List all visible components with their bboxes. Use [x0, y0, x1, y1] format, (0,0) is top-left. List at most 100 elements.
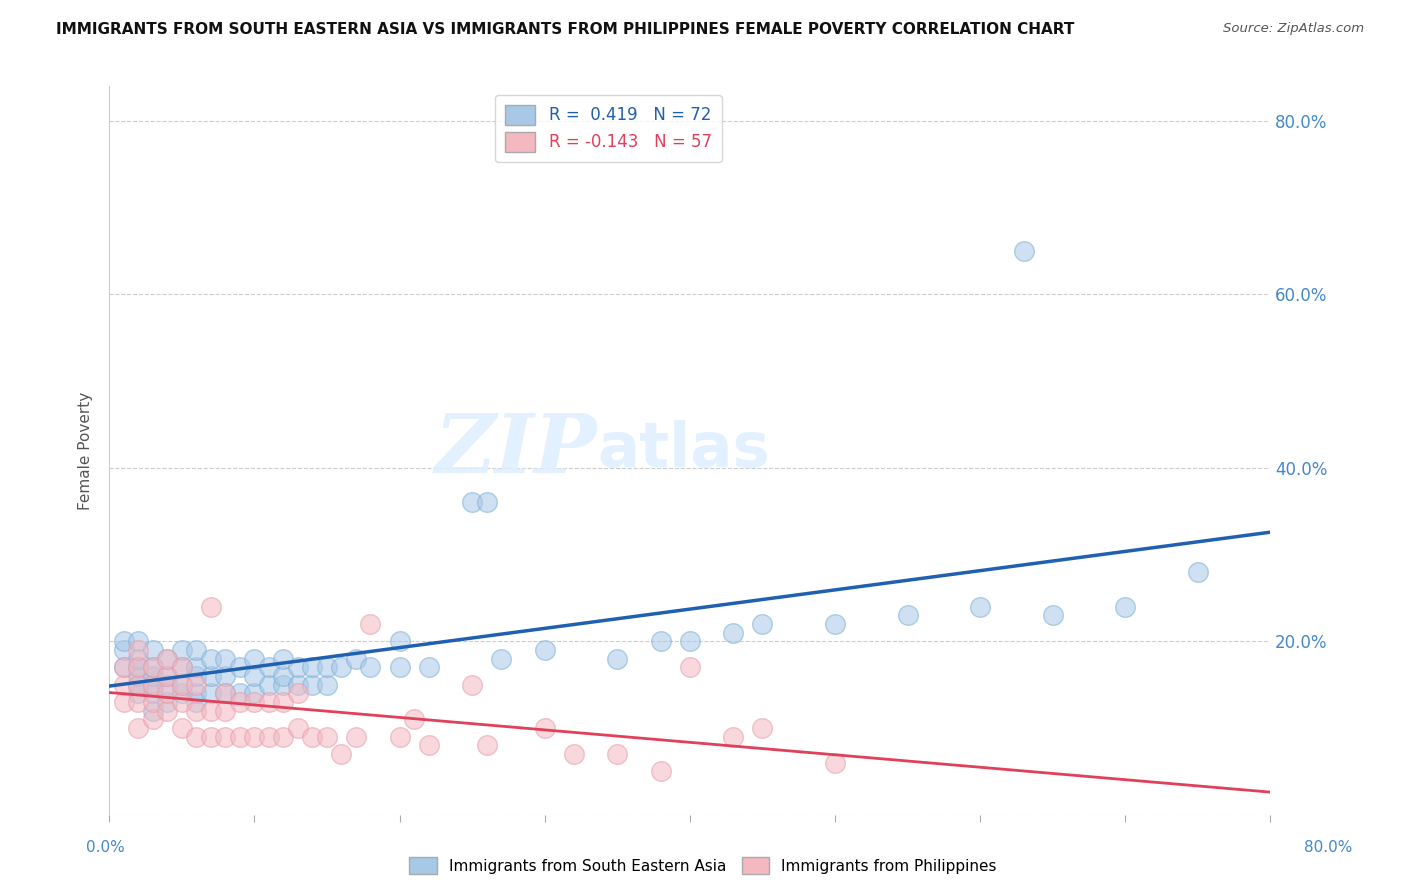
Point	[170, 695, 193, 709]
Point	[824, 616, 846, 631]
Point	[533, 721, 555, 735]
Point	[243, 730, 266, 744]
Text: 80.0%: 80.0%	[1305, 840, 1353, 855]
Point	[127, 643, 149, 657]
Point	[127, 695, 149, 709]
Point	[969, 599, 991, 614]
Point	[301, 677, 323, 691]
Point	[316, 677, 339, 691]
Point	[112, 695, 135, 709]
Point	[127, 660, 149, 674]
Point	[142, 712, 165, 726]
Point	[214, 651, 236, 665]
Point	[156, 669, 179, 683]
Point	[475, 495, 498, 509]
Point	[273, 669, 295, 683]
Point	[606, 651, 628, 665]
Point	[650, 634, 672, 648]
Point	[418, 660, 440, 674]
Point	[287, 686, 309, 700]
Point	[127, 677, 149, 691]
Point	[156, 695, 179, 709]
Point	[229, 660, 252, 674]
Point	[214, 686, 236, 700]
Point	[186, 686, 208, 700]
Point	[170, 721, 193, 735]
Point	[723, 730, 745, 744]
Point	[170, 677, 193, 691]
Point	[243, 651, 266, 665]
Legend: Immigrants from South Eastern Asia, Immigrants from Philippines: Immigrants from South Eastern Asia, Immi…	[404, 851, 1002, 880]
Point	[273, 651, 295, 665]
Point	[200, 730, 222, 744]
Point	[650, 764, 672, 779]
Point	[170, 660, 193, 674]
Point	[200, 669, 222, 683]
Point	[200, 651, 222, 665]
Point	[127, 651, 149, 665]
Point	[142, 643, 165, 657]
Point	[330, 747, 353, 761]
Point	[186, 669, 208, 683]
Point	[533, 643, 555, 657]
Point	[214, 704, 236, 718]
Point	[287, 677, 309, 691]
Point	[186, 660, 208, 674]
Point	[156, 651, 179, 665]
Point	[142, 660, 165, 674]
Point	[824, 756, 846, 770]
Point	[156, 669, 179, 683]
Point	[273, 730, 295, 744]
Point	[461, 677, 484, 691]
Point	[200, 686, 222, 700]
Point	[360, 616, 382, 631]
Point	[127, 660, 149, 674]
Point	[112, 677, 135, 691]
Point	[200, 599, 222, 614]
Point	[156, 686, 179, 700]
Point	[402, 712, 425, 726]
Point	[475, 738, 498, 752]
Point	[170, 677, 193, 691]
Point	[127, 669, 149, 683]
Point	[156, 651, 179, 665]
Point	[186, 704, 208, 718]
Point	[127, 634, 149, 648]
Point	[156, 704, 179, 718]
Point	[112, 643, 135, 657]
Point	[200, 704, 222, 718]
Point	[273, 695, 295, 709]
Point	[170, 686, 193, 700]
Point	[1187, 565, 1209, 579]
Point	[723, 625, 745, 640]
Point	[287, 721, 309, 735]
Point	[257, 730, 280, 744]
Point	[186, 730, 208, 744]
Text: ZIP: ZIP	[434, 410, 598, 491]
Point	[1114, 599, 1136, 614]
Point	[301, 730, 323, 744]
Point	[330, 660, 353, 674]
Point	[127, 686, 149, 700]
Point	[1042, 608, 1064, 623]
Point	[287, 660, 309, 674]
Point	[112, 660, 135, 674]
Point	[142, 669, 165, 683]
Point	[751, 616, 773, 631]
Text: 0.0%: 0.0%	[86, 840, 125, 855]
Point	[156, 677, 179, 691]
Point	[316, 730, 339, 744]
Point	[142, 704, 165, 718]
Point	[243, 669, 266, 683]
Text: IMMIGRANTS FROM SOUTH EASTERN ASIA VS IMMIGRANTS FROM PHILIPPINES FEMALE POVERTY: IMMIGRANTS FROM SOUTH EASTERN ASIA VS IM…	[56, 22, 1074, 37]
Point	[1012, 244, 1035, 258]
Point	[112, 634, 135, 648]
Point	[214, 686, 236, 700]
Point	[170, 643, 193, 657]
Point	[461, 495, 484, 509]
Point	[127, 721, 149, 735]
Point	[214, 669, 236, 683]
Y-axis label: Female Poverty: Female Poverty	[79, 392, 93, 509]
Point	[257, 660, 280, 674]
Point	[214, 730, 236, 744]
